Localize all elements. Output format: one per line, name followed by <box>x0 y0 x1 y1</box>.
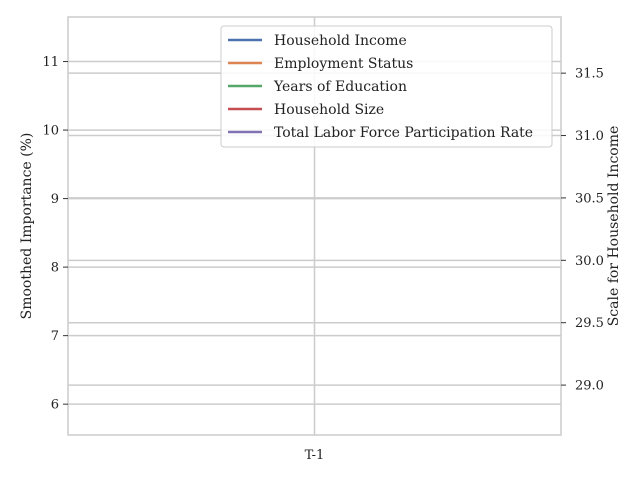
legend-label: Years of Education <box>273 79 407 95</box>
left-tick-label: 8 <box>51 261 59 276</box>
left-tick-label: 6 <box>51 398 59 413</box>
legend: Household Income Employment Status Years o… <box>220 25 553 148</box>
legend-box <box>220 25 553 148</box>
legend-label: Total Labor Force Participation Rate <box>274 125 533 141</box>
left-tick-label: 7 <box>51 329 59 344</box>
left-axis-title: Smoothed Importance (%) <box>19 133 35 320</box>
right-tick-label: 30.5 <box>575 191 604 206</box>
left-tick-label: 10 <box>42 124 59 139</box>
right-axis-ticks: 29.0 29.5 30.0 30.5 31.0 31.5 <box>561 67 604 394</box>
right-axis-title: Scale for Household Income <box>606 126 622 327</box>
right-tick-label: 31.0 <box>575 129 604 144</box>
legend-label: Household Size <box>274 102 384 118</box>
legend-label: Household Income <box>274 33 407 49</box>
right-tick-label: 30.0 <box>575 254 604 269</box>
left-axis-ticks: 6 7 8 9 10 11 <box>42 55 68 413</box>
plot-frame <box>67 16 562 436</box>
x-tick-label: T-1 <box>305 448 325 463</box>
legend-label: Employment Status <box>274 56 413 72</box>
right-tick-label: 31.5 <box>575 67 604 82</box>
x-axis-ticks: T-1 <box>305 448 325 463</box>
left-tick-label: 9 <box>51 192 59 207</box>
left-tick-label: 11 <box>42 55 59 70</box>
right-tick-label: 29.5 <box>575 316 604 331</box>
right-tick-label: 29.0 <box>575 379 604 394</box>
